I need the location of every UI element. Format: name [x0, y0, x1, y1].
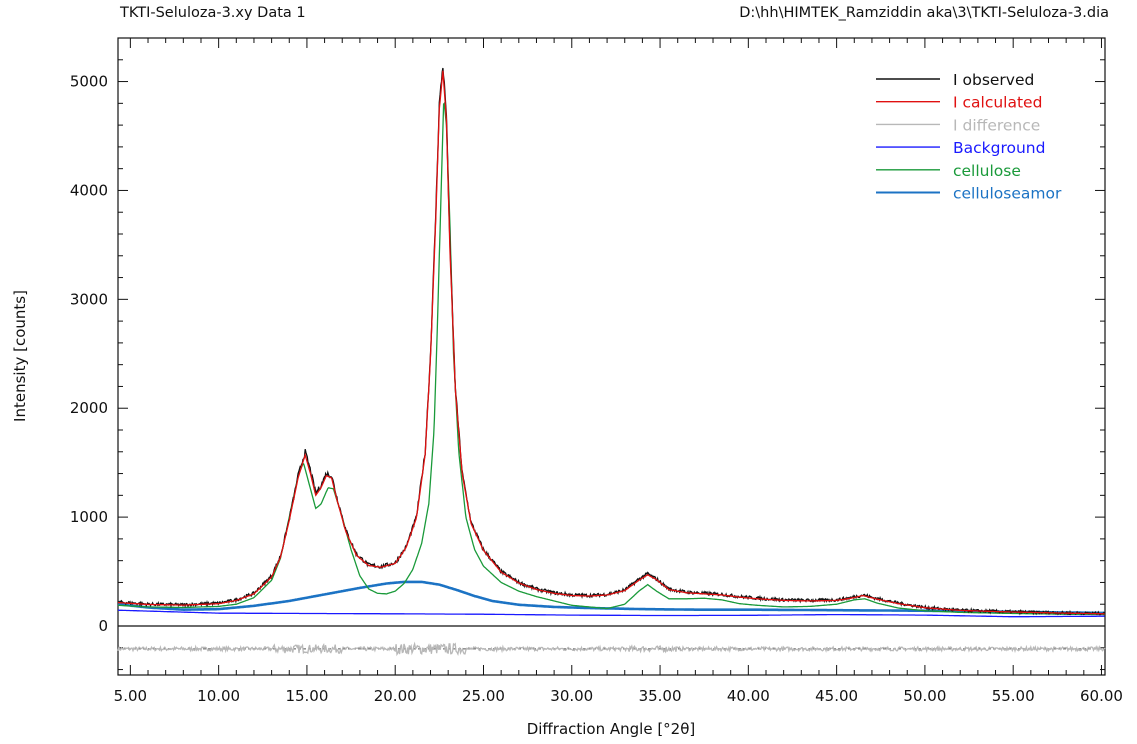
x-tick-label: 50.00 — [903, 687, 946, 705]
series-layer — [117, 67, 1106, 657]
legend-label: celluloseamor — [953, 185, 1062, 203]
y-axis-title: Intensity [counts] — [11, 290, 29, 422]
axis-ticks: 5.00 10.00 15.00 20.00 25.00 30.00 35.00 40.00 4… — [70, 37, 1123, 705]
legend: I observed I calculated I difference Backgr… — [876, 71, 1062, 203]
legend-label: I calculated — [953, 94, 1042, 112]
header-left-title: TKTI-Seluloza-3.xy Data 1 — [120, 5, 306, 21]
x-tick-label: 25.00 — [462, 687, 505, 705]
legend-label: Background — [953, 139, 1045, 157]
x-tick-label: 40.00 — [727, 687, 770, 705]
x-tick-label: 35.00 — [639, 687, 682, 705]
x-tick-label: 60.00 — [1080, 687, 1123, 705]
legend-label: I difference — [953, 116, 1040, 134]
x-tick-label: 20.00 — [374, 687, 417, 705]
legend-label: cellulose — [953, 162, 1021, 180]
x-tick-label: 15.00 — [285, 687, 328, 705]
x-tick-label: 5.00 — [114, 687, 147, 705]
y-tick-label: 2000 — [70, 399, 108, 417]
series-background — [118, 609, 1105, 618]
y-tick-label: 0 — [98, 617, 108, 635]
plot-frame — [117, 37, 1106, 676]
legend-label: I observed — [953, 71, 1034, 89]
y-tick-label: 1000 — [70, 508, 108, 526]
y-tick-label: 5000 — [70, 73, 108, 91]
x-tick-label: 10.00 — [197, 687, 240, 705]
header-right-path: D:\hh\HIMTEK_Ramziddin aka\3\TKTI-Selulo… — [739, 5, 1109, 21]
y-tick-label: 4000 — [70, 181, 108, 199]
x-tick-label: 30.00 — [550, 687, 593, 705]
x-axis-title: Diffraction Angle [°2θ] — [527, 720, 696, 738]
y-tick-label: 3000 — [70, 290, 108, 308]
series-i-difference — [117, 641, 1106, 657]
series-cellulose — [118, 101, 1105, 616]
series-i-calculated — [118, 70, 1105, 615]
x-tick-label: 45.00 — [815, 687, 858, 705]
x-tick-label: 55.00 — [992, 687, 1035, 705]
